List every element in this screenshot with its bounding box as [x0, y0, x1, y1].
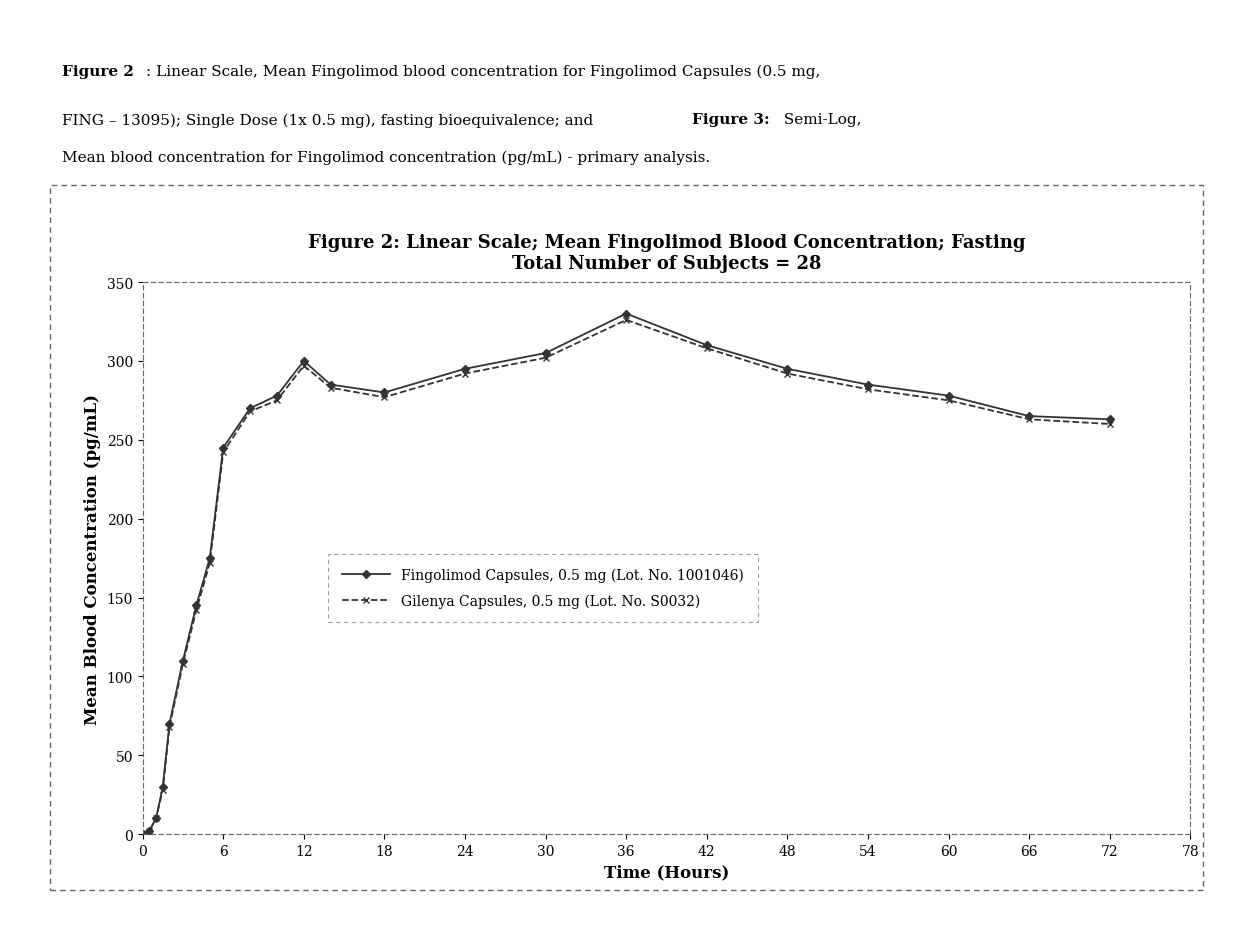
Fingolimod Capsules, 0.5 mg (Lot. No. 1001046) — [458, 363, 472, 375]
Gilenya Capsules, 0.5 mg (Lot. No. S0032) — [780, 369, 795, 380]
Fingolimod Capsules, 0.5 mg (Lot. No. 1001046) — [188, 601, 203, 612]
Title: Figure 2: Linear Scale; Mean Fingolimod Blood Concentration; Fasting
Total Numbe: Figure 2: Linear Scale; Mean Fingolimod … — [308, 235, 1025, 273]
Gilenya Capsules, 0.5 mg (Lot. No. S0032) — [135, 829, 150, 840]
Fingolimod Capsules, 0.5 mg (Lot. No. 1001046) — [243, 403, 258, 414]
Line: Gilenya Capsules, 0.5 mg (Lot. No. S0032): Gilenya Capsules, 0.5 mg (Lot. No. S0032… — [139, 317, 1114, 838]
Gilenya Capsules, 0.5 mg (Lot. No. S0032) — [162, 721, 177, 732]
Fingolimod Capsules, 0.5 mg (Lot. No. 1001046) — [176, 655, 191, 667]
Gilenya Capsules, 0.5 mg (Lot. No. S0032) — [155, 784, 170, 795]
Fingolimod Capsules, 0.5 mg (Lot. No. 1001046) — [324, 380, 339, 391]
Text: FING – 13095); Single Dose (1x 0.5 mg), fasting bioequivalence; and: FING – 13095); Single Dose (1x 0.5 mg), … — [62, 113, 598, 128]
Gilenya Capsules, 0.5 mg (Lot. No. S0032) — [243, 406, 258, 417]
Gilenya Capsules, 0.5 mg (Lot. No. S0032) — [269, 395, 284, 406]
Fingolimod Capsules, 0.5 mg (Lot. No. 1001046) — [216, 442, 231, 453]
Gilenya Capsules, 0.5 mg (Lot. No. S0032) — [216, 448, 231, 459]
Gilenya Capsules, 0.5 mg (Lot. No. S0032) — [619, 315, 634, 326]
Gilenya Capsules, 0.5 mg (Lot. No. S0032) — [1022, 414, 1037, 425]
Fingolimod Capsules, 0.5 mg (Lot. No. 1001046) — [141, 826, 156, 837]
Gilenya Capsules, 0.5 mg (Lot. No. S0032) — [141, 826, 156, 837]
X-axis label: Time (Hours): Time (Hours) — [604, 864, 729, 881]
Fingolimod Capsules, 0.5 mg (Lot. No. 1001046) — [861, 380, 875, 391]
Line: Fingolimod Capsules, 0.5 mg (Lot. No. 1001046): Fingolimod Capsules, 0.5 mg (Lot. No. 10… — [140, 311, 1112, 837]
Gilenya Capsules, 0.5 mg (Lot. No. S0032) — [202, 558, 217, 569]
Fingolimod Capsules, 0.5 mg (Lot. No. 1001046) — [155, 781, 170, 793]
Fingolimod Capsules, 0.5 mg (Lot. No. 1001046) — [699, 340, 714, 351]
Fingolimod Capsules, 0.5 mg (Lot. No. 1001046) — [1022, 411, 1037, 422]
Gilenya Capsules, 0.5 mg (Lot. No. S0032) — [296, 361, 311, 372]
Y-axis label: Mean Blood Concentration (pg/mL): Mean Blood Concentration (pg/mL) — [84, 393, 100, 724]
Fingolimod Capsules, 0.5 mg (Lot. No. 1001046) — [135, 829, 150, 840]
Fingolimod Capsules, 0.5 mg (Lot. No. 1001046) — [941, 390, 956, 401]
Text: Figure 3:: Figure 3: — [692, 113, 770, 127]
Gilenya Capsules, 0.5 mg (Lot. No. S0032) — [377, 392, 392, 403]
Fingolimod Capsules, 0.5 mg (Lot. No. 1001046) — [1102, 414, 1117, 425]
Text: : Linear Scale, Mean Fingolimod blood concentration for Fingolimod Capsules (0.5: : Linear Scale, Mean Fingolimod blood co… — [146, 65, 821, 80]
Fingolimod Capsules, 0.5 mg (Lot. No. 1001046) — [202, 552, 217, 564]
Fingolimod Capsules, 0.5 mg (Lot. No. 1001046) — [296, 356, 311, 367]
Fingolimod Capsules, 0.5 mg (Lot. No. 1001046) — [780, 363, 795, 375]
Text: Semi-Log,: Semi-Log, — [779, 113, 862, 127]
Gilenya Capsules, 0.5 mg (Lot. No. S0032) — [1102, 419, 1117, 430]
Text: Mean blood concentration for Fingolimod concentration (pg/mL) - primary analysis: Mean blood concentration for Fingolimod … — [62, 150, 711, 165]
Fingolimod Capsules, 0.5 mg (Lot. No. 1001046) — [149, 813, 164, 824]
Fingolimod Capsules, 0.5 mg (Lot. No. 1001046) — [269, 390, 284, 401]
Text: Figure 2: Figure 2 — [62, 65, 134, 79]
Legend: Fingolimod Capsules, 0.5 mg (Lot. No. 1001046), Gilenya Capsules, 0.5 mg (Lot. N: Fingolimod Capsules, 0.5 mg (Lot. No. 10… — [327, 554, 758, 622]
Gilenya Capsules, 0.5 mg (Lot. No. S0032) — [941, 395, 956, 406]
Gilenya Capsules, 0.5 mg (Lot. No. S0032) — [699, 343, 714, 354]
Fingolimod Capsules, 0.5 mg (Lot. No. 1001046) — [377, 387, 392, 399]
Gilenya Capsules, 0.5 mg (Lot. No. S0032) — [861, 385, 875, 396]
Gilenya Capsules, 0.5 mg (Lot. No. S0032) — [324, 383, 339, 394]
Fingolimod Capsules, 0.5 mg (Lot. No. 1001046) — [162, 718, 177, 730]
Gilenya Capsules, 0.5 mg (Lot. No. S0032) — [176, 658, 191, 669]
Gilenya Capsules, 0.5 mg (Lot. No. S0032) — [188, 605, 203, 616]
Gilenya Capsules, 0.5 mg (Lot. No. S0032) — [458, 369, 472, 380]
Gilenya Capsules, 0.5 mg (Lot. No. S0032) — [149, 813, 164, 824]
Fingolimod Capsules, 0.5 mg (Lot. No. 1001046) — [619, 309, 634, 320]
Fingolimod Capsules, 0.5 mg (Lot. No. 1001046) — [538, 348, 553, 359]
Gilenya Capsules, 0.5 mg (Lot. No. S0032) — [538, 353, 553, 364]
